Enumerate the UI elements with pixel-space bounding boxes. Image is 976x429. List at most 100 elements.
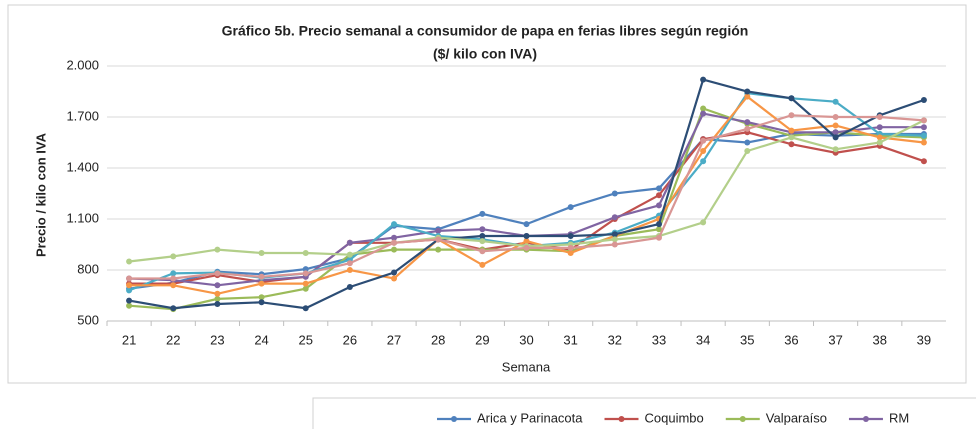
chart-title: Gráfico 5b. Precio semanal a consumidor … bbox=[222, 23, 749, 39]
data-point bbox=[214, 290, 221, 297]
data-point bbox=[744, 148, 751, 154]
data-point bbox=[214, 301, 221, 307]
data-point bbox=[346, 260, 353, 267]
data-point bbox=[258, 299, 265, 306]
data-point bbox=[744, 119, 751, 126]
data-point bbox=[655, 185, 662, 192]
data-point bbox=[876, 134, 883, 141]
data-point bbox=[302, 270, 309, 277]
data-point bbox=[258, 250, 265, 256]
x-tick-label: 29 bbox=[475, 332, 489, 347]
data-point bbox=[611, 190, 618, 197]
data-point bbox=[523, 233, 530, 239]
data-point bbox=[744, 139, 751, 146]
data-point bbox=[126, 282, 133, 289]
data-point bbox=[346, 267, 353, 273]
legend-label: Coquimbo bbox=[645, 410, 704, 425]
data-point bbox=[523, 244, 530, 251]
data-point bbox=[876, 124, 883, 131]
x-tick-label: 24 bbox=[254, 332, 268, 347]
x-tick-label: 30 bbox=[519, 332, 533, 347]
data-point bbox=[611, 241, 618, 248]
data-point bbox=[876, 114, 883, 120]
y-tick-label: 500 bbox=[77, 312, 99, 327]
data-point bbox=[788, 134, 795, 141]
data-point bbox=[832, 129, 839, 136]
data-point bbox=[611, 231, 618, 238]
x-tick-label: 34 bbox=[696, 332, 710, 347]
data-point bbox=[920, 117, 927, 124]
data-point bbox=[302, 266, 309, 273]
y-tick-label: 1.400 bbox=[66, 159, 99, 174]
x-tick-label: 21 bbox=[122, 332, 136, 347]
data-point bbox=[479, 238, 486, 245]
data-point bbox=[391, 275, 398, 282]
y-tick-label: 800 bbox=[77, 261, 99, 276]
data-point bbox=[876, 139, 883, 146]
legend-marker bbox=[862, 416, 869, 422]
legend-label: Valparaíso bbox=[766, 410, 827, 425]
legend-marker bbox=[618, 416, 625, 422]
data-point bbox=[655, 221, 662, 228]
data-point bbox=[920, 139, 927, 146]
data-point bbox=[920, 97, 927, 103]
data-point bbox=[832, 98, 839, 105]
data-point bbox=[744, 125, 751, 132]
data-point bbox=[479, 226, 486, 233]
data-point bbox=[700, 76, 707, 83]
data-point bbox=[302, 285, 309, 292]
data-point bbox=[346, 284, 353, 290]
data-point bbox=[126, 275, 133, 282]
data-point bbox=[832, 122, 839, 129]
y-tick-label: 1.700 bbox=[66, 108, 99, 123]
data-point bbox=[435, 246, 442, 253]
x-tick-label: 23 bbox=[210, 332, 224, 347]
x-tick-label: 37 bbox=[828, 332, 842, 347]
data-point bbox=[126, 258, 133, 265]
x-tick-label: 33 bbox=[652, 332, 666, 347]
data-point bbox=[832, 146, 839, 153]
x-tick-label: 22 bbox=[166, 332, 180, 347]
data-point bbox=[567, 233, 574, 239]
data-point bbox=[523, 238, 530, 245]
data-point bbox=[479, 233, 486, 239]
x-tick-label: 38 bbox=[873, 332, 887, 347]
data-point bbox=[258, 294, 265, 301]
data-point bbox=[700, 137, 707, 144]
data-point bbox=[611, 236, 618, 243]
data-point bbox=[346, 239, 353, 246]
x-tick-label: 31 bbox=[563, 332, 577, 347]
legend-label: Arica y Parinacota bbox=[477, 410, 583, 425]
data-point bbox=[788, 95, 795, 102]
data-point bbox=[391, 239, 398, 246]
legend-marker bbox=[739, 416, 746, 422]
data-point bbox=[258, 273, 265, 280]
data-point bbox=[126, 297, 133, 304]
x-axis-title: Semana bbox=[502, 359, 551, 374]
chart-subtitle: ($/ kilo con IVA) bbox=[433, 46, 537, 62]
data-point bbox=[391, 269, 398, 276]
data-point bbox=[170, 275, 177, 282]
x-tick-label: 26 bbox=[343, 332, 357, 347]
data-point bbox=[700, 110, 707, 117]
x-tick-label: 28 bbox=[431, 332, 445, 347]
data-point bbox=[655, 234, 662, 241]
y-tick-label: 2.000 bbox=[66, 57, 99, 72]
data-point bbox=[391, 221, 398, 228]
data-point bbox=[170, 305, 177, 312]
data-point bbox=[920, 158, 927, 165]
data-point bbox=[700, 219, 707, 226]
data-point bbox=[655, 192, 662, 199]
data-point bbox=[523, 221, 530, 228]
legend-label: RM bbox=[889, 410, 909, 425]
data-point bbox=[214, 295, 221, 302]
data-point bbox=[832, 134, 839, 141]
data-point bbox=[744, 93, 751, 100]
data-point bbox=[435, 227, 442, 234]
x-tick-label: 35 bbox=[740, 332, 754, 347]
data-point bbox=[302, 280, 309, 287]
x-tick-label: 25 bbox=[298, 332, 312, 347]
data-point bbox=[567, 250, 574, 256]
data-point bbox=[126, 287, 133, 294]
data-point bbox=[479, 261, 486, 268]
